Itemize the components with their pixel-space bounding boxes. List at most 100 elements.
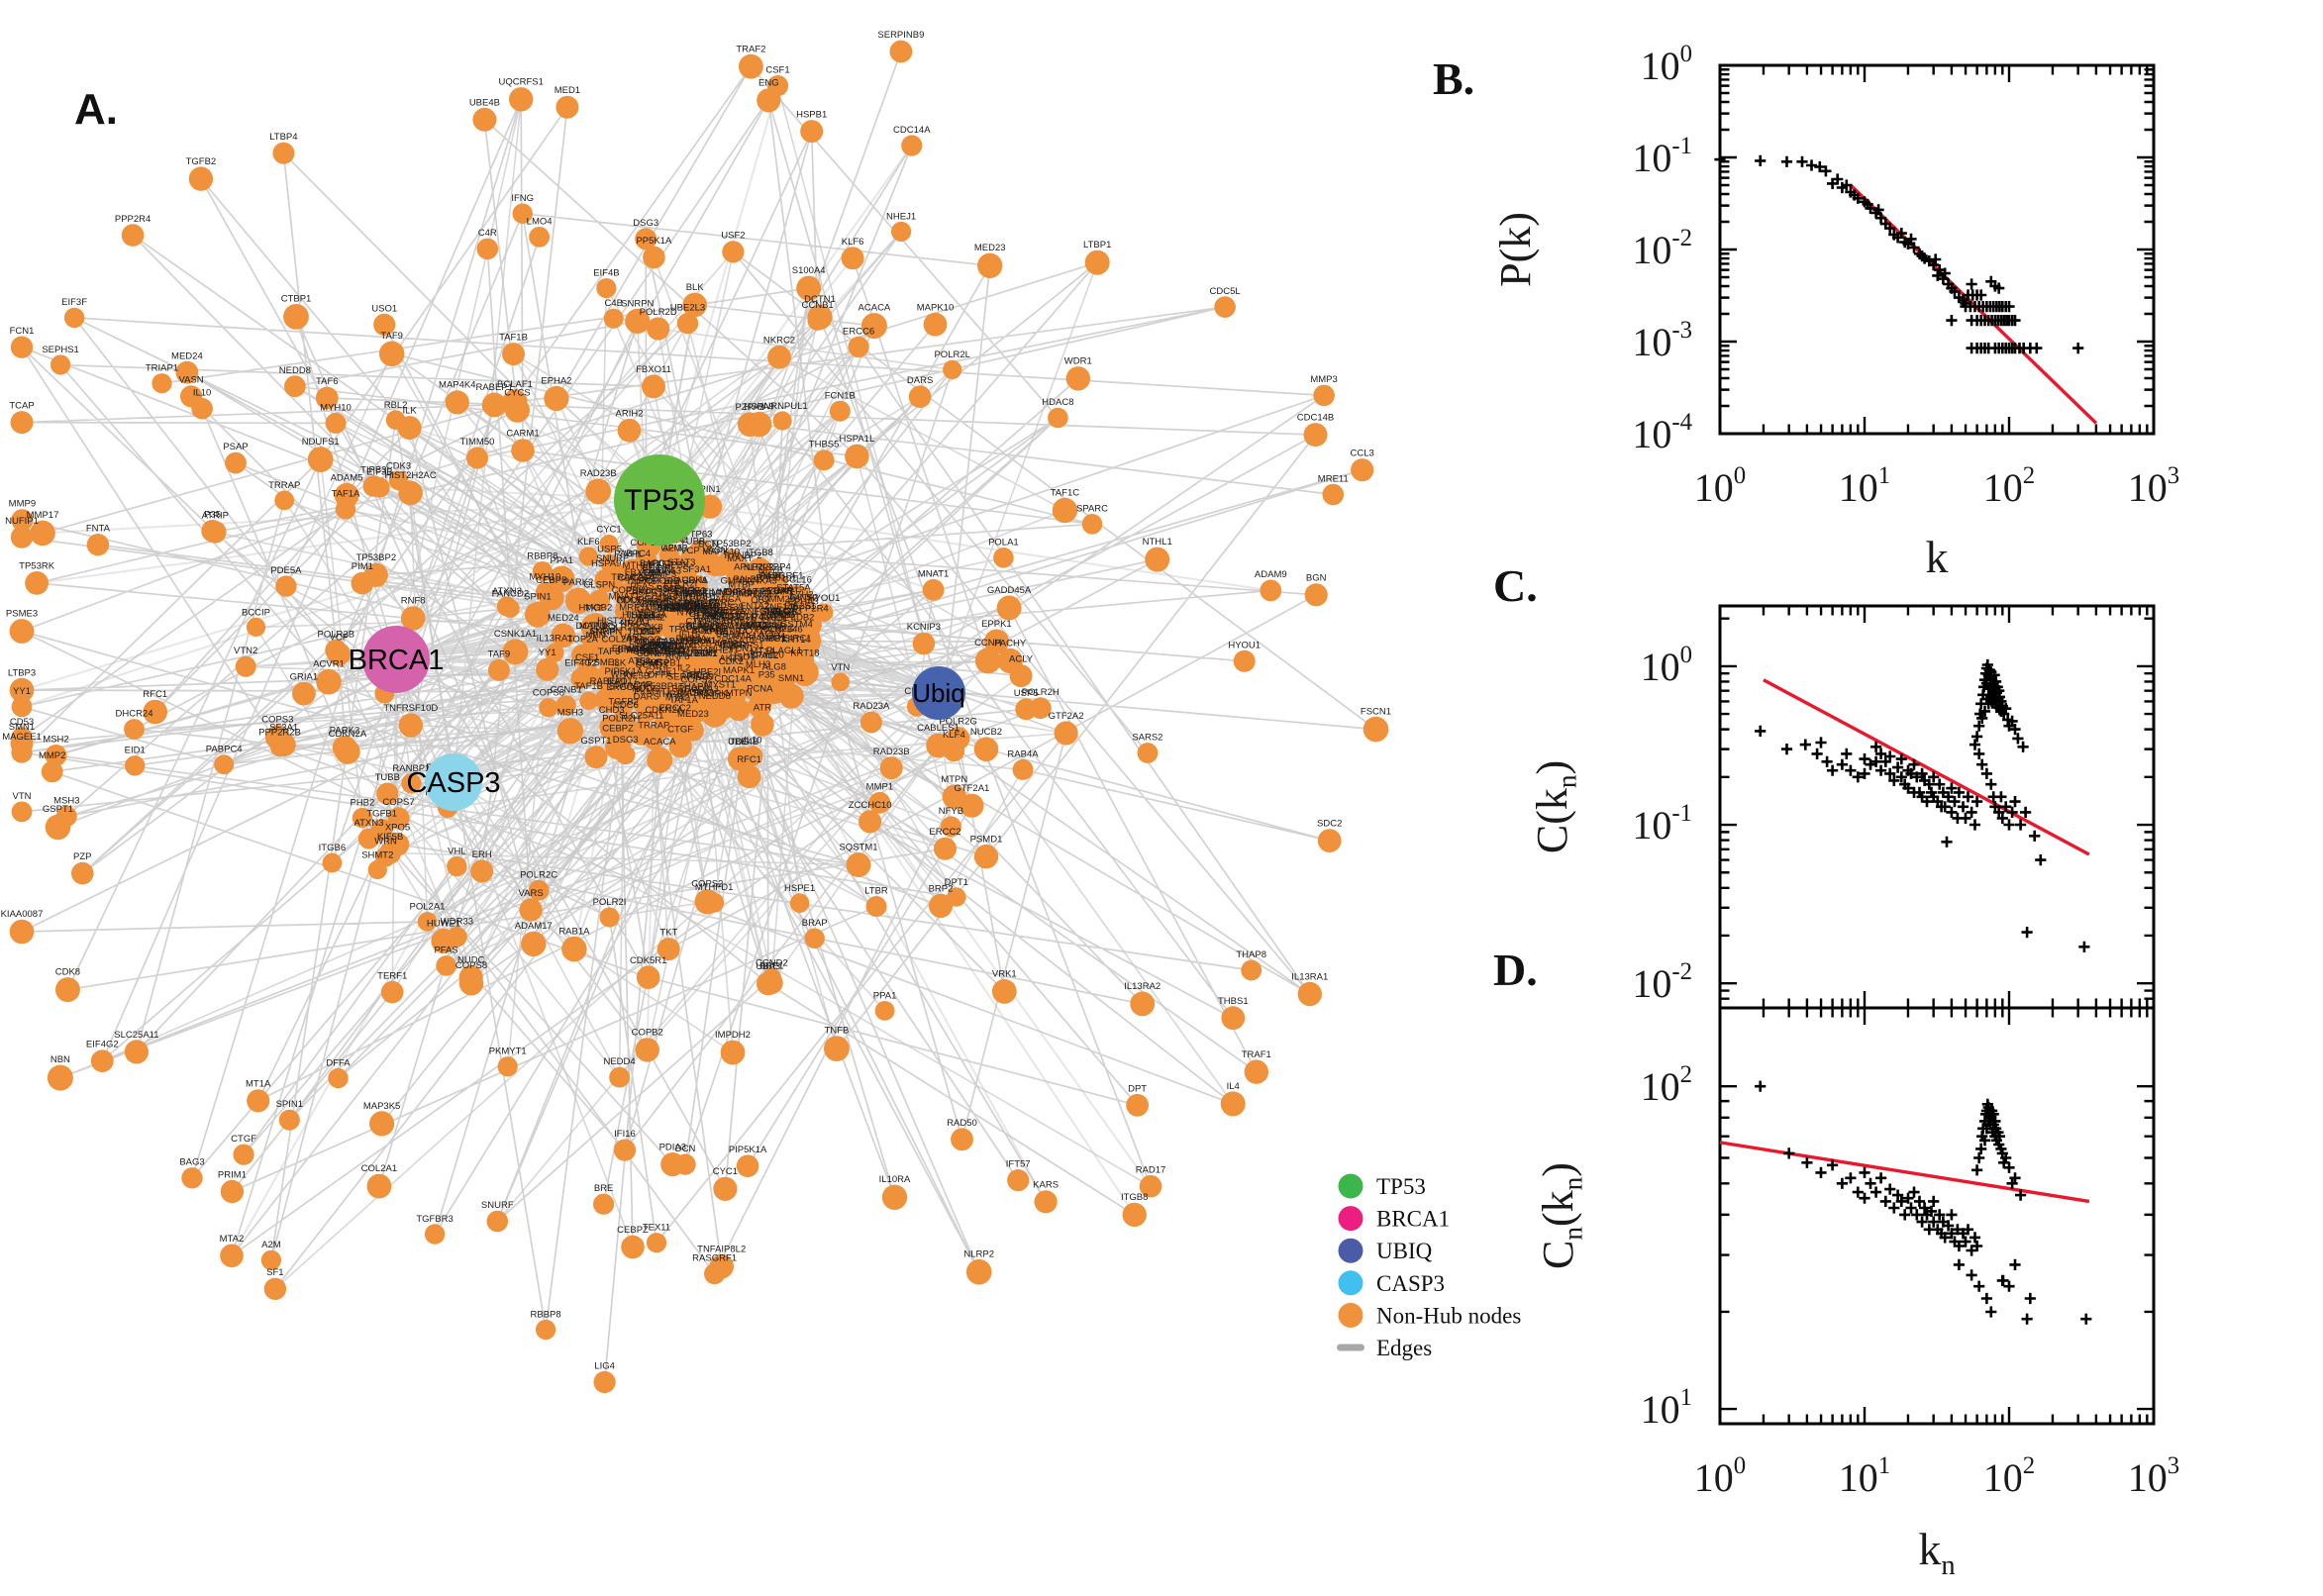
network-node (660, 1152, 685, 1177)
network-node-label: LMO4 (527, 217, 553, 228)
x-tick-label: 103​ (2128, 1452, 2179, 1500)
network-node (481, 392, 507, 418)
network-node (582, 613, 609, 640)
network-node (1084, 249, 1110, 275)
hub-node-tp53: TP53 (614, 454, 705, 546)
scatter-points (1755, 1080, 2092, 1325)
network-node-label: ERH (472, 849, 492, 860)
network-node (742, 669, 774, 702)
network-node-label: SF1 (716, 607, 733, 618)
network-node-label: HUWE1 (671, 600, 705, 611)
network-node (946, 727, 970, 750)
legend-item-non-hub-nodes: Non-Hub nodes (1338, 1302, 1521, 1328)
network-node-label: TUBB (680, 537, 705, 548)
network-node-label: BRE (594, 1183, 614, 1194)
network-node (596, 278, 617, 299)
network-node-label: CDC5L (616, 595, 647, 606)
network-node-label: P35 (758, 670, 775, 681)
network-node-label: WT1 (748, 620, 767, 631)
network-node-label: MRE11 (619, 603, 650, 614)
network-node-label: MRE11 (1318, 473, 1349, 484)
network-node-label: HDAC1 (707, 611, 739, 622)
network-node (1048, 407, 1068, 429)
network-node-label: FBXO11 (636, 364, 671, 375)
network-node-label: TERF1 (696, 589, 726, 600)
network-node (417, 912, 438, 932)
network-node-label: NBN (50, 1054, 70, 1065)
network-node (848, 336, 869, 357)
network-node (642, 374, 665, 399)
network-node (549, 565, 575, 592)
network-node-label: TOMM20 (757, 594, 795, 605)
network-node (868, 791, 891, 814)
network-node-label: CDC5L (1210, 286, 1241, 297)
network-node-label: PDIA3 (691, 684, 718, 695)
network-node-label: ITM2B (770, 607, 798, 618)
network-node-label: COPS8 (533, 688, 564, 699)
network-node (487, 658, 510, 681)
network-node (367, 859, 387, 880)
network-node-label: SMN1 (9, 722, 35, 733)
panel-d: 102​101​100​101​102​103​Cn​(kn​)kn​ (1534, 1006, 2179, 1581)
network-node-label: NTHL1 (1143, 537, 1172, 548)
network-node-label: COL2A1 (601, 635, 637, 646)
network-node-label: RAB1A (626, 646, 657, 656)
network-node (322, 852, 343, 873)
network-node-label: RNF8 (665, 651, 690, 662)
network-node-label: PHB2 (350, 797, 374, 808)
network-node (269, 738, 290, 757)
network-node-label: TOP2A (567, 634, 599, 645)
network-node-label: MED1 (701, 624, 727, 635)
network-node (556, 95, 579, 119)
network-node-label: ADAM5 (331, 472, 363, 483)
network-node-label: NEDD4 (603, 1056, 635, 1067)
network-node-label: CSNK1A1 (494, 629, 537, 640)
network-node-label: IFI16 (614, 1129, 636, 1140)
network-node-label: CCNB1 (801, 300, 833, 311)
network-node-label: PFAS (630, 581, 654, 592)
network-node-label: ENG (687, 600, 708, 611)
network-node-label: MED24 (171, 350, 203, 361)
network-node-label: THAP8 (1236, 949, 1266, 960)
network-node (501, 599, 520, 618)
network-node (1363, 716, 1389, 743)
network-node-label: TCAP (9, 401, 34, 412)
network-node (736, 1154, 759, 1177)
network-node-label: RNF8 (401, 596, 426, 607)
network-node-label: TGFB2 (608, 697, 639, 708)
x-tick-label: 102​ (1983, 1452, 2035, 1500)
network-node-label: PRIM1 (650, 641, 678, 651)
network-node-label: SLC25A11 (619, 710, 663, 721)
network-node-label: SH3GL2 (744, 589, 779, 600)
hub-circle-tp53 (614, 454, 705, 546)
network-node-label: ENG (758, 78, 779, 89)
network-node-label: ANXA3 (747, 576, 777, 587)
network-node-label: CD4 (766, 632, 785, 643)
network-node-label: TP53RK (19, 560, 55, 571)
network-node-label: SHMT2 (637, 657, 668, 668)
network-node-label: CDC14B (1297, 413, 1335, 424)
network-node (664, 553, 684, 573)
network-node-label: NDN (761, 570, 782, 581)
network-node-label: EDAR (766, 586, 793, 597)
network-node (214, 754, 235, 775)
network-node-label: PRIM1 (218, 1169, 247, 1180)
network-node-label: CEBPZ (602, 724, 634, 735)
network-node-label: DPT (682, 669, 701, 680)
network-node-label: TRRAP (638, 720, 669, 731)
network-node (636, 965, 660, 989)
network-node-label: EIF2S1 (784, 601, 816, 612)
network-node-label: BCLAF1 (497, 379, 533, 390)
network-node-label: THAP8 (678, 682, 709, 693)
network-node-label: ZNF148 (764, 602, 798, 613)
network-node (599, 563, 626, 589)
network-node-label: WDR33 (680, 688, 713, 699)
network-node-label: LMO4 (629, 637, 655, 648)
network-node-label: ITGB1BP3 (751, 612, 795, 623)
network-node-label: PARK2 (563, 577, 593, 588)
network-node-label: HSPB1 (651, 658, 681, 669)
network-node-label: MYH10 (530, 572, 561, 583)
network-node-label: EIF4B (612, 644, 638, 654)
network-node-label: BLK (686, 282, 705, 293)
network-node-label: NTHL1 (677, 608, 707, 619)
